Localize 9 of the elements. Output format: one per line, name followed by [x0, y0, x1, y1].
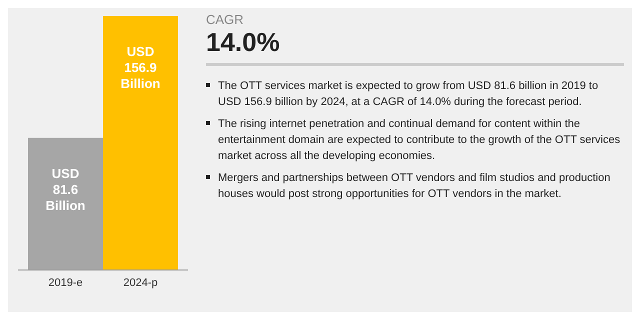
text: CAGR	[206, 12, 245, 27]
text: 14.0%	[206, 27, 281, 57]
text: Mergers and partnerships between OTT vendors and film studios and production houses would post strong opportunities for OTT vendors in the market.	[218, 171, 612, 202]
x-tick-label: 2019-e	[48, 276, 83, 289]
text: The OTT services market is expected to grow from USD 81.6 billion in 2019 to USD 156.9 billion by 2024, at a CAGR of 14.0% during the forecast period.	[218, 79, 600, 110]
x-tick-label: 2024-p	[123, 276, 158, 289]
text: The rising internet penetration and continual demand for content within the entertainment domain are expected to contribute to the growth of the OTT services market across all the developing economies.	[218, 117, 622, 164]
data-label: USD 156.9 Billion	[120, 44, 160, 91]
data-label: USD 81.6 Billion	[46, 166, 86, 213]
